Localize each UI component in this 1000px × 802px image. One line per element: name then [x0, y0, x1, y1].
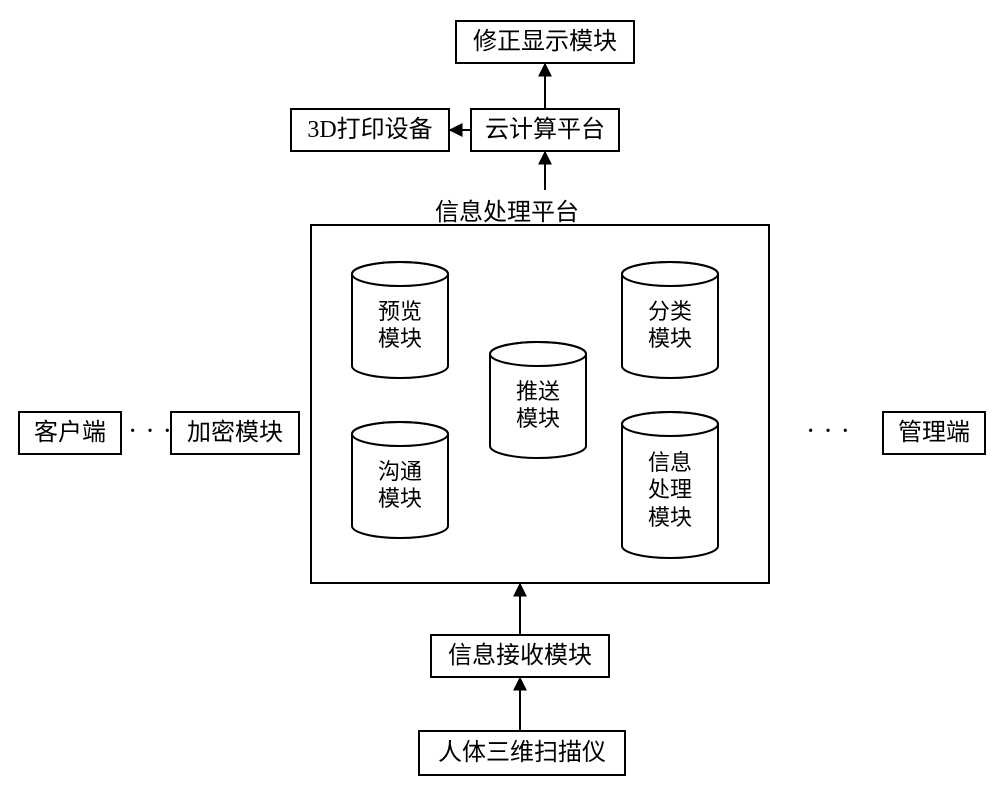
correction-display-module: 修正显示模块 [455, 20, 635, 64]
correction-display-label: 修正显示模块 [473, 28, 617, 57]
info-receive-module: 信息接收模块 [430, 634, 610, 678]
cyl-infoproc-label: 信息 处理 模块 [648, 439, 692, 532]
cyl-preview: 预览 模块 [350, 260, 450, 380]
encrypt-label: 加密模块 [187, 419, 283, 448]
manager-box: 管理端 [882, 411, 986, 455]
encrypt-module: 加密模块 [170, 411, 300, 455]
cyl-classify: 分类 模块 [620, 260, 720, 380]
cyl-push-label: 推送 模块 [516, 368, 560, 433]
diagram-stage: 修正显示模块 3D打印设备 云计算平台 信息处理平台 客户端 加密模块 管理端 … [0, 0, 1000, 802]
cyl-push: 推送 模块 [488, 340, 588, 460]
cyl-comm: 沟通 模块 [350, 420, 450, 540]
cyl-classify-label: 分类 模块 [648, 288, 692, 353]
cyl-comm-label: 沟通 模块 [378, 448, 422, 513]
dots-left: ··· [128, 416, 180, 448]
scanner-box: 人体三维扫描仪 [418, 730, 626, 776]
client-box: 客户端 [18, 411, 122, 455]
client-label: 客户端 [34, 419, 106, 448]
manager-label: 管理端 [898, 419, 970, 448]
cyl-infoproc: 信息 处理 模块 [620, 410, 720, 560]
info-platform-label: 信息处理平台 [435, 192, 579, 227]
dots-right: ··· [806, 416, 858, 448]
cloud-platform-label: 云计算平台 [485, 116, 605, 145]
cyl-preview-label: 预览 模块 [378, 288, 422, 353]
info-receive-label: 信息接收模块 [448, 642, 592, 671]
scanner-label: 人体三维扫描仪 [438, 739, 606, 768]
printer-3d: 3D打印设备 [290, 108, 450, 152]
printer-3d-label: 3D打印设备 [307, 116, 432, 145]
cloud-platform: 云计算平台 [470, 108, 620, 152]
